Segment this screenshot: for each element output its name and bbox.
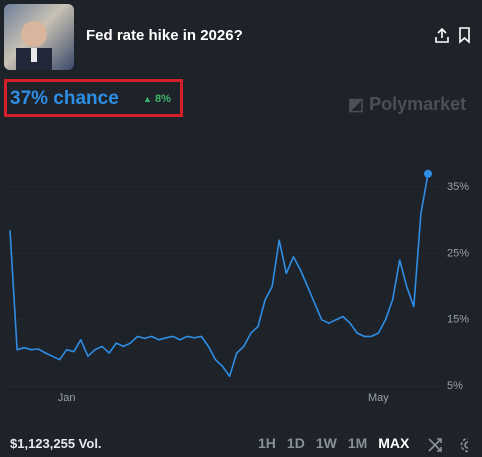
- portrait: [16, 21, 52, 70]
- change-value: 8%: [154, 93, 171, 105]
- chart: 5% 15% 25% 35% Jan May: [9, 169, 469, 404]
- share-icon[interactable]: [435, 27, 449, 43]
- header-icons: [435, 27, 470, 44]
- range-buttons: 1H 1D 1W 1M MAX: [258, 435, 420, 451]
- y-tick-label: 5%: [447, 380, 463, 392]
- volume: $1,123,255 Vol.: [10, 436, 102, 451]
- range-button[interactable]: MAX: [378, 435, 410, 451]
- y-tick-label: 15%: [447, 314, 469, 326]
- last-point: [424, 169, 432, 178]
- range-button[interactable]: 1W: [315, 435, 337, 451]
- shuffle-icon[interactable]: [428, 438, 442, 452]
- range-button[interactable]: 1D: [286, 435, 305, 451]
- highlight-box: [4, 79, 183, 117]
- y-tick-label: 25%: [447, 247, 469, 259]
- x-tick-label: Jan: [58, 392, 76, 404]
- brand-name: Polymarket: [369, 94, 467, 114]
- market-image: [4, 4, 74, 70]
- market-title: Fed rate hike in 2026?: [86, 27, 243, 44]
- settings-icon[interactable]: [460, 437, 469, 453]
- chart-tools: [428, 437, 469, 453]
- change: ▲ 8%: [143, 93, 171, 105]
- range-button[interactable]: 1H: [258, 435, 276, 451]
- brand: ◩ Polymarket: [348, 94, 467, 114]
- price-line: [9, 173, 429, 378]
- y-tick-label: 35%: [447, 181, 469, 193]
- bookmark-icon[interactable]: [459, 27, 470, 44]
- x-tick-label: May: [368, 392, 389, 404]
- range-button[interactable]: 1M: [347, 435, 368, 451]
- chance: 37% chance: [10, 88, 119, 109]
